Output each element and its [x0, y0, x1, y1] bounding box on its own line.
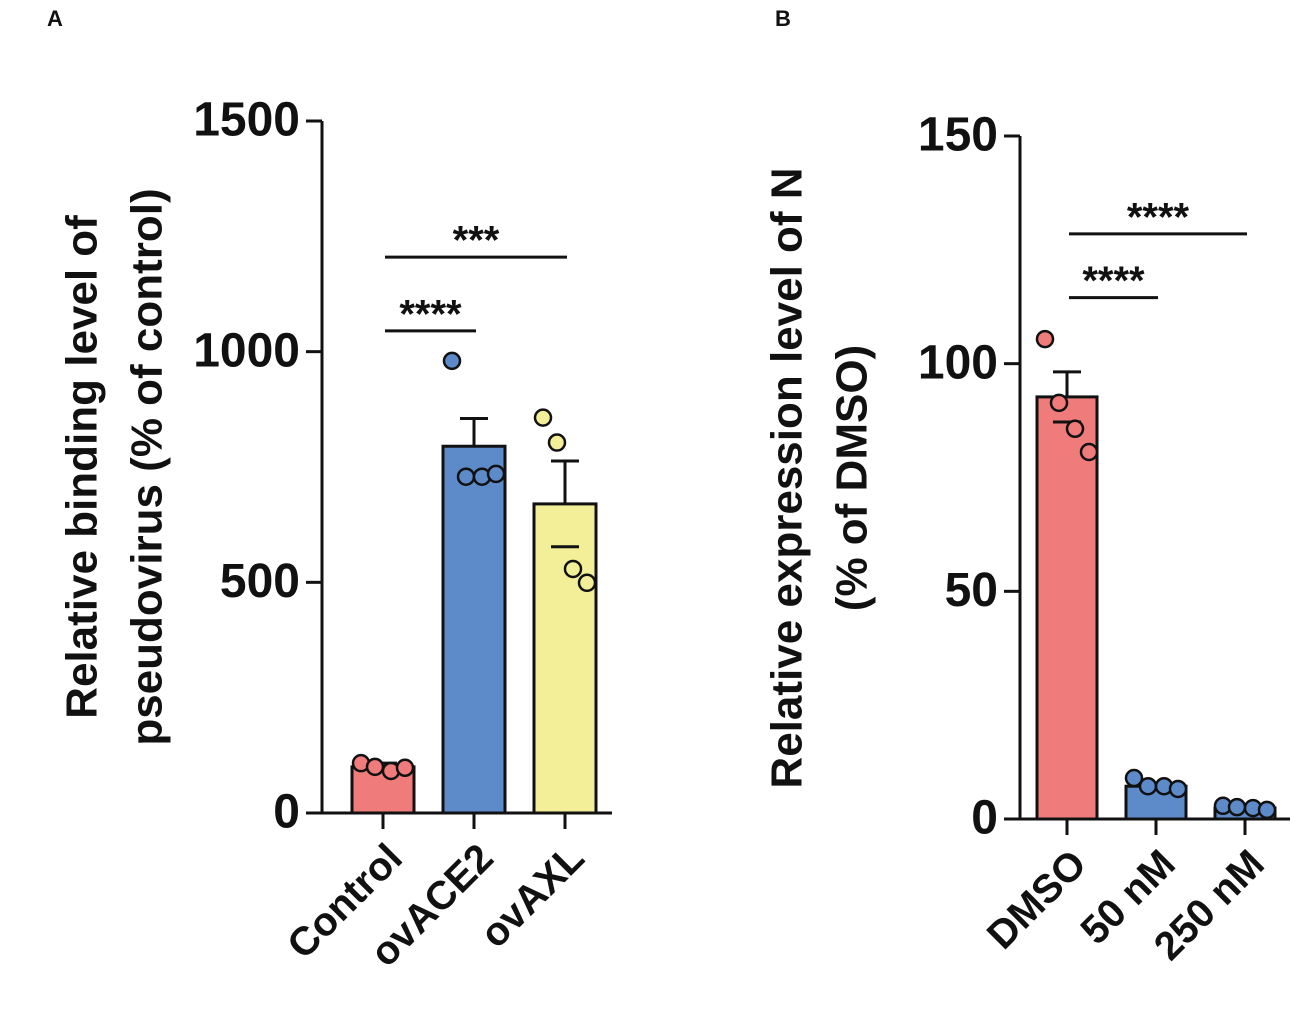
y-tick-label: 0	[971, 792, 998, 845]
y-tick-label: 500	[220, 555, 300, 608]
error-bar	[551, 459, 579, 549]
data-point	[1079, 442, 1099, 462]
data-point	[1049, 393, 1069, 413]
data-point	[1227, 797, 1247, 817]
y-tick-label: 1000	[193, 324, 300, 377]
significance-label: ****	[399, 292, 462, 336]
significance-label: ****	[1127, 195, 1190, 239]
x-tick-label: DMSO	[979, 842, 1095, 958]
data-point	[1138, 776, 1158, 796]
data-point	[1168, 779, 1188, 799]
bar	[1035, 395, 1099, 821]
data-point	[1065, 419, 1085, 439]
y-tick-label: 50	[945, 564, 998, 617]
panel-label: B	[775, 6, 791, 31]
x-tick-label: ovAXL	[472, 836, 593, 957]
significance-label: ***	[453, 219, 500, 263]
bar	[532, 502, 598, 815]
y-tick-label: 0	[273, 786, 300, 839]
data-point	[486, 464, 506, 484]
data-point	[577, 573, 597, 593]
significance-label: ****	[1082, 259, 1145, 303]
y-tick-label: 1500	[193, 94, 300, 147]
panel-label: A	[47, 6, 63, 31]
y-tick-label: 100	[918, 336, 998, 389]
data-point	[395, 758, 415, 778]
y-axis-label: pseudovirus (% of control)	[123, 188, 172, 745]
data-point	[547, 433, 567, 452]
data-point	[563, 559, 583, 579]
data-point	[1124, 768, 1144, 788]
data-point	[365, 757, 385, 777]
y-tick-label: 150	[918, 109, 998, 162]
data-point	[1257, 800, 1277, 820]
bar	[441, 444, 507, 815]
y-axis-label: (% of DMSO)	[828, 345, 877, 611]
y-axis-label: Relative expression level of N	[763, 167, 812, 788]
data-point	[533, 408, 553, 427]
data-point	[1035, 329, 1055, 349]
data-point	[442, 351, 462, 371]
data-point	[456, 467, 476, 486]
y-axis-label: Relative binding level of	[58, 215, 107, 719]
